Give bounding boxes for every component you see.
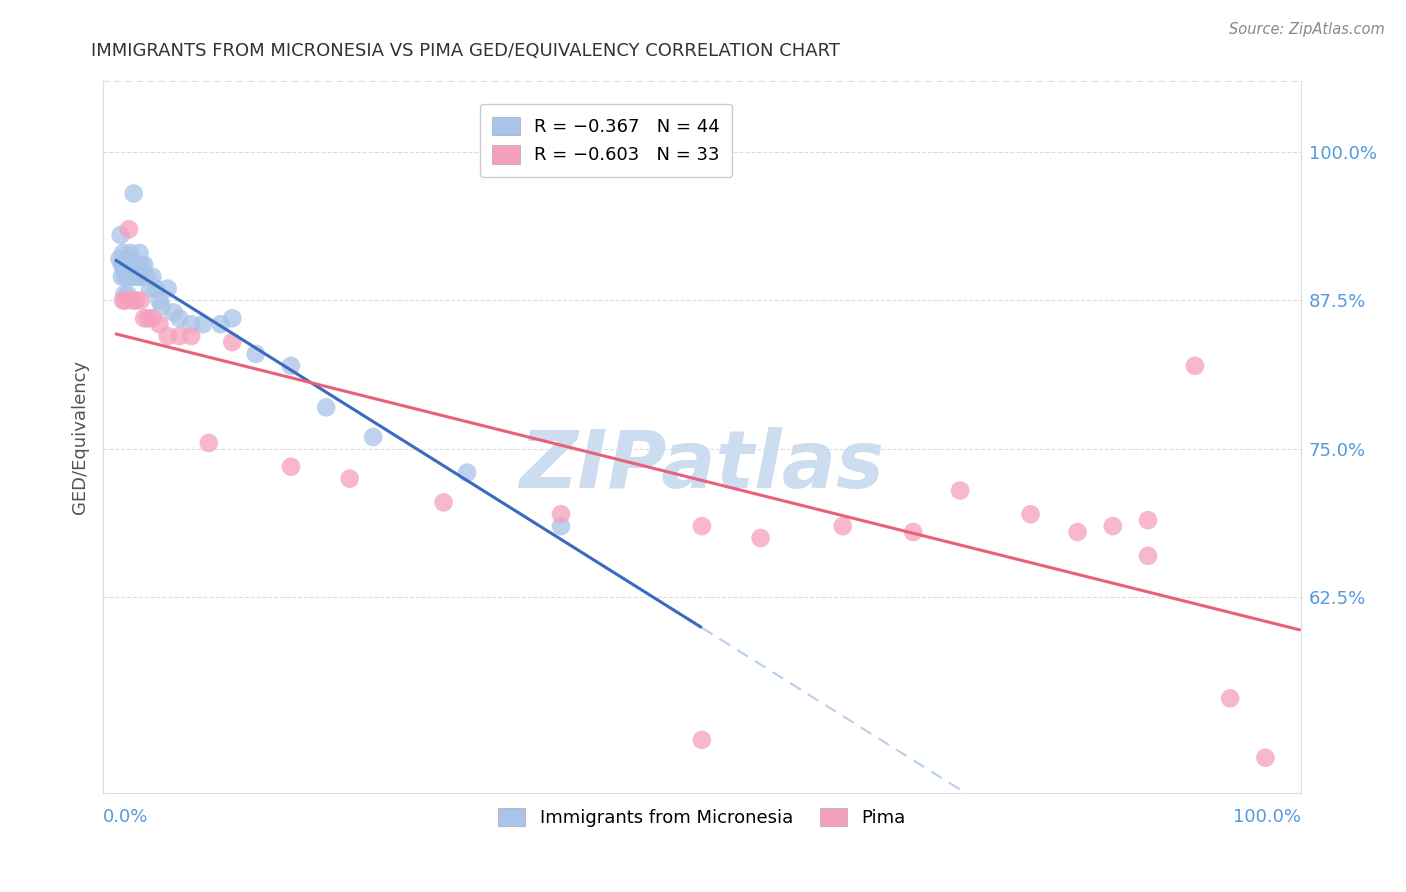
- Text: Source: ZipAtlas.com: Source: ZipAtlas.com: [1229, 22, 1385, 37]
- Point: [169, 311, 191, 326]
- Point: [141, 269, 163, 284]
- Point: [749, 531, 772, 545]
- Point: [114, 293, 136, 308]
- Point: [191, 317, 214, 331]
- Legend: Immigrants from Micronesia, Pima: Immigrants from Micronesia, Pima: [491, 800, 912, 834]
- Point: [209, 317, 232, 331]
- Point: [690, 519, 713, 533]
- Point: [1219, 691, 1241, 706]
- Point: [150, 300, 173, 314]
- Point: [1254, 750, 1277, 764]
- Point: [949, 483, 972, 498]
- Point: [125, 258, 148, 272]
- Point: [550, 519, 572, 533]
- Point: [111, 269, 134, 284]
- Point: [156, 282, 179, 296]
- Point: [169, 329, 191, 343]
- Point: [1066, 524, 1088, 539]
- Point: [180, 329, 202, 343]
- Point: [117, 287, 139, 301]
- Point: [221, 311, 243, 326]
- Point: [145, 282, 167, 296]
- Point: [456, 466, 478, 480]
- Y-axis label: GED/Equivalency: GED/Equivalency: [72, 360, 89, 514]
- Point: [112, 258, 135, 272]
- Point: [148, 293, 170, 308]
- Point: [112, 264, 135, 278]
- Point: [118, 222, 141, 236]
- Point: [115, 252, 138, 266]
- Point: [112, 246, 135, 260]
- Point: [135, 269, 157, 284]
- Point: [180, 317, 202, 331]
- Point: [122, 186, 145, 201]
- Text: 0.0%: 0.0%: [103, 808, 149, 826]
- Point: [134, 311, 156, 326]
- Point: [280, 359, 302, 373]
- Point: [129, 293, 152, 308]
- Point: [901, 524, 924, 539]
- Point: [125, 269, 148, 284]
- Point: [139, 282, 162, 296]
- Point: [432, 495, 454, 509]
- Point: [121, 269, 143, 284]
- Point: [131, 258, 153, 272]
- Point: [120, 246, 142, 260]
- Point: [141, 311, 163, 326]
- Point: [1136, 513, 1159, 527]
- Point: [245, 347, 267, 361]
- Point: [127, 269, 149, 284]
- Point: [280, 459, 302, 474]
- Point: [1136, 549, 1159, 563]
- Point: [162, 305, 184, 319]
- Point: [120, 269, 142, 284]
- Point: [1101, 519, 1123, 533]
- Point: [115, 269, 138, 284]
- Point: [128, 246, 150, 260]
- Text: 100.0%: 100.0%: [1233, 808, 1301, 826]
- Point: [339, 472, 361, 486]
- Point: [110, 228, 132, 243]
- Point: [112, 293, 135, 308]
- Point: [831, 519, 853, 533]
- Point: [1184, 359, 1206, 373]
- Point: [156, 329, 179, 343]
- Point: [361, 430, 384, 444]
- Point: [148, 317, 170, 331]
- Point: [108, 252, 131, 266]
- Point: [125, 293, 148, 308]
- Point: [121, 293, 143, 308]
- Point: [136, 311, 159, 326]
- Point: [221, 334, 243, 349]
- Text: ZIPatlas: ZIPatlas: [519, 426, 884, 505]
- Point: [118, 269, 141, 284]
- Point: [197, 436, 219, 450]
- Point: [114, 258, 136, 272]
- Point: [315, 401, 337, 415]
- Text: IMMIGRANTS FROM MICRONESIA VS PIMA GED/EQUIVALENCY CORRELATION CHART: IMMIGRANTS FROM MICRONESIA VS PIMA GED/E…: [91, 42, 841, 60]
- Point: [129, 269, 152, 284]
- Point: [690, 732, 713, 747]
- Point: [550, 508, 572, 522]
- Point: [112, 287, 135, 301]
- Point: [134, 258, 156, 272]
- Point: [1019, 508, 1042, 522]
- Point: [114, 269, 136, 284]
- Point: [111, 258, 134, 272]
